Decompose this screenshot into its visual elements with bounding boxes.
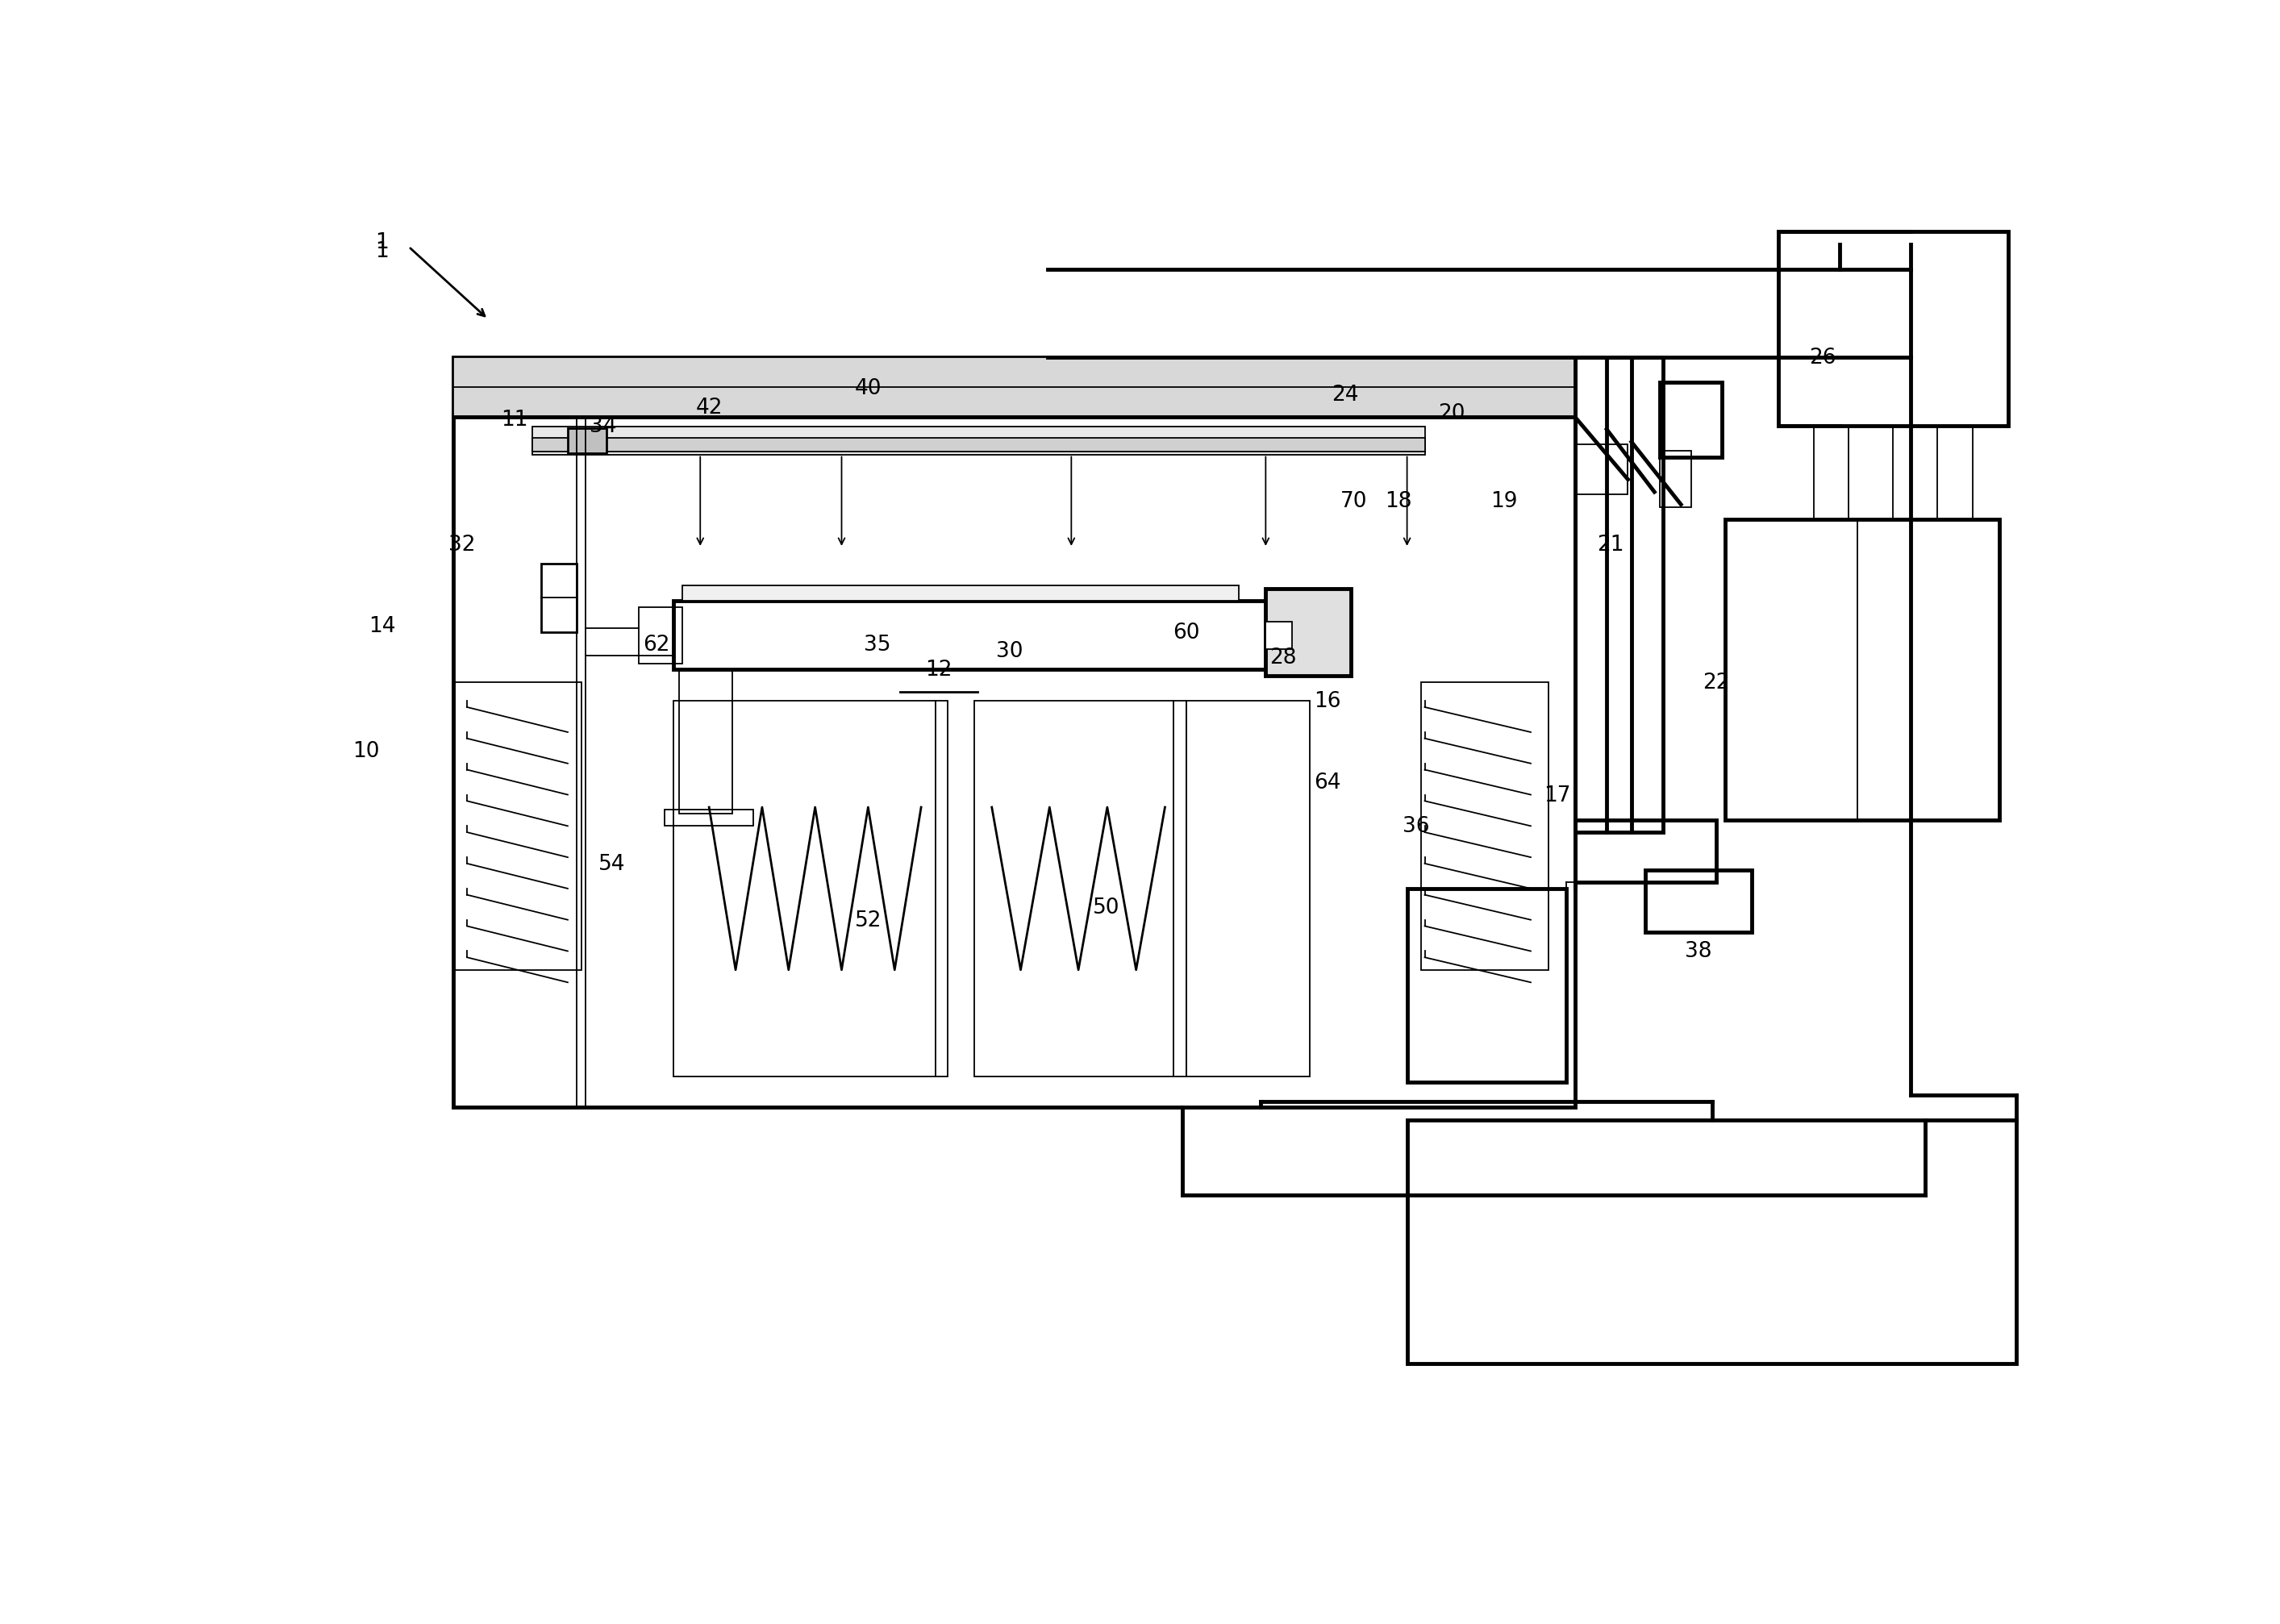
Bar [1265,622,1293,650]
Bar [682,586,1240,601]
Text: 16: 16 [1313,690,1341,711]
Text: 30: 30 [996,641,1024,663]
Bar [454,417,586,1108]
Bar [540,564,577,632]
Bar [1575,357,1664,833]
Text: 24: 24 [1332,385,1359,406]
Text: 40: 40 [855,378,882,400]
Text: 18: 18 [1384,490,1411,512]
Bar [568,429,606,453]
Text: 17: 17 [1544,784,1571,806]
Text: 1: 1 [376,232,390,253]
Bar [1407,888,1566,1083]
Bar [1575,445,1628,495]
Text: 34: 34 [591,416,616,437]
Text: 14: 14 [369,615,397,637]
Bar [1660,451,1692,507]
Bar [1660,382,1721,458]
Bar [638,607,682,664]
Text: 28: 28 [1270,646,1297,667]
Text: 10: 10 [353,741,381,762]
Text: 21: 21 [1596,534,1623,555]
Text: 64: 64 [1313,771,1341,793]
Bar [534,427,1425,455]
Bar [1407,1121,2018,1364]
Bar [454,357,1575,417]
Bar [454,682,581,970]
Bar [1778,232,2009,425]
Text: 38: 38 [1685,940,1712,961]
Bar [1186,702,1309,1077]
Text: 70: 70 [1341,490,1368,512]
Text: 60: 60 [1172,622,1199,643]
Text: 22: 22 [1703,672,1731,693]
Text: 1: 1 [376,240,390,261]
Bar [1726,520,2000,820]
Bar [666,810,752,827]
Text: 42: 42 [695,396,723,417]
Bar [1575,820,1717,882]
Text: 20: 20 [1439,403,1464,424]
Bar [974,702,1186,1077]
Text: 54: 54 [597,853,625,874]
Bar [679,671,732,814]
Text: 12: 12 [926,659,953,680]
Text: 35: 35 [864,635,891,656]
Bar [534,438,1425,451]
Bar [675,601,1336,671]
Bar [454,357,1575,1108]
Bar [1420,682,1548,970]
Bar [1265,590,1350,676]
Text: 11: 11 [502,409,529,430]
Text: 36: 36 [1402,815,1430,836]
Text: 32: 32 [449,534,474,555]
Bar [1646,870,1751,932]
Text: 62: 62 [643,635,670,656]
Bar [675,702,948,1077]
Text: 26: 26 [1808,348,1835,369]
Text: 52: 52 [855,909,882,931]
Text: 50: 50 [1092,896,1119,918]
Text: 19: 19 [1491,490,1518,512]
